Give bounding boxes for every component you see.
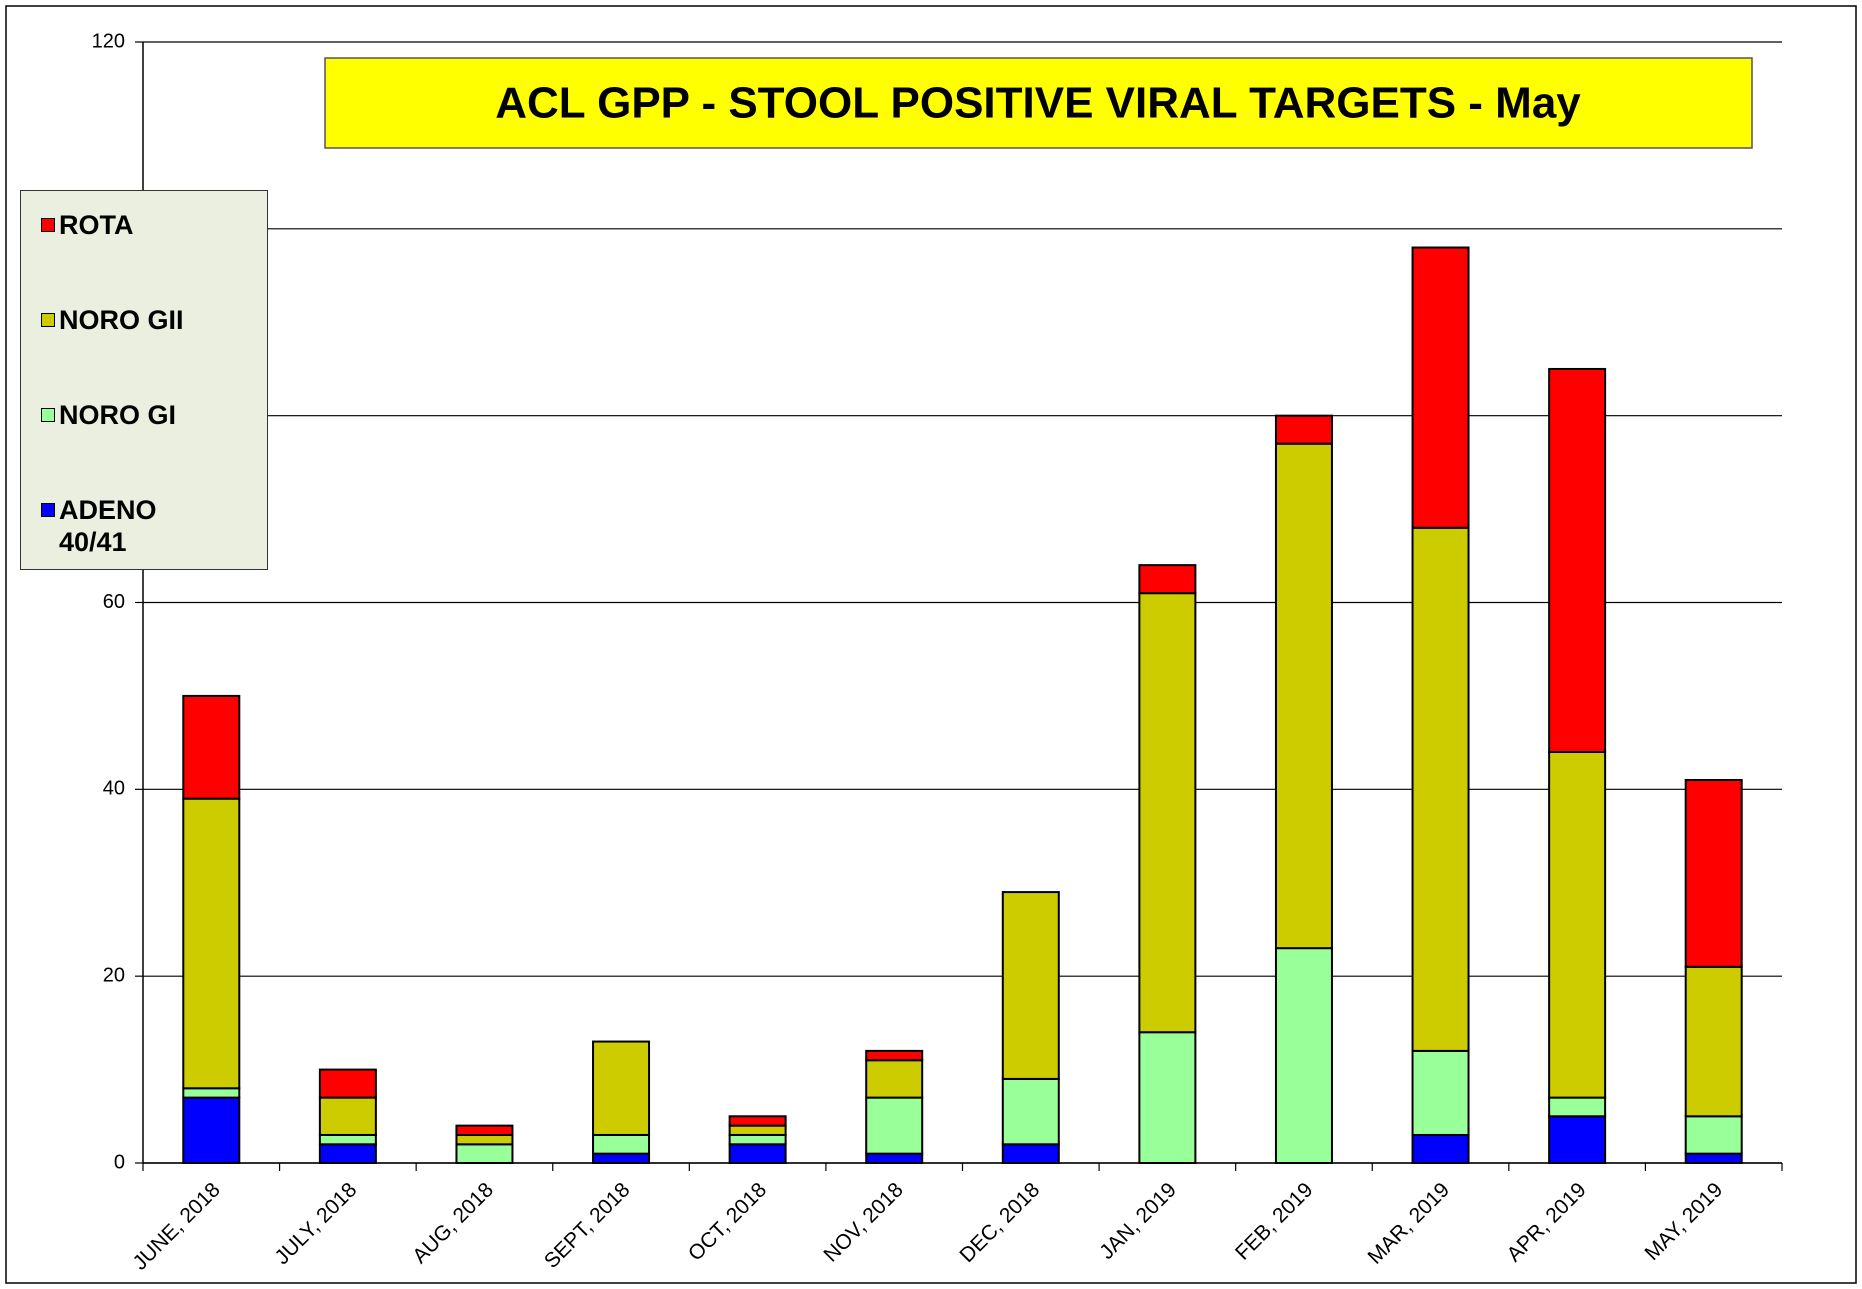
- bar-segment: [1001, 891, 1060, 1080]
- legend-swatch: [41, 218, 55, 232]
- frame: [5, 5, 1857, 1284]
- bar-segment: [728, 1133, 787, 1146]
- bar-segment: [1548, 1115, 1607, 1164]
- bar-segment: [865, 1059, 924, 1099]
- bar-segment: [1138, 592, 1197, 1034]
- bar-segment: [1684, 965, 1743, 1118]
- legend-label: ROTA: [59, 210, 134, 240]
- bar-segment: [182, 1096, 241, 1164]
- y-tick-label: 60: [103, 591, 125, 613]
- bar-segment: [455, 1124, 514, 1136]
- bar-segment: [455, 1143, 514, 1164]
- legend-swatch: [41, 503, 55, 517]
- legend-label: ADENO 40/41: [59, 495, 157, 557]
- y-tick-label: 120: [92, 30, 125, 52]
- bar-segment: [182, 694, 241, 800]
- legend-swatch: [41, 408, 55, 422]
- legend-entry: NORO GI: [41, 399, 219, 494]
- bar-segment: [1001, 1143, 1060, 1164]
- y-tick-label: 40: [103, 778, 125, 800]
- x-tick-label: OCT, 2018: [684, 1178, 771, 1265]
- x-tick-label: FEB, 2019: [1231, 1178, 1317, 1264]
- bar-segment: [592, 1133, 651, 1155]
- x-tick-label: AUG, 2018: [408, 1178, 498, 1268]
- bar-segment: [728, 1124, 787, 1136]
- bar-segment: [592, 1152, 651, 1164]
- bar-segment: [1411, 1049, 1470, 1136]
- bar-segment: [182, 797, 241, 1090]
- bar-segment: [1274, 442, 1333, 950]
- bar-segment: [182, 1087, 241, 1099]
- chart-title: ACL GPP - STOOL POSITIVE VIRAL TARGETS -…: [495, 79, 1581, 128]
- bar-segment: [318, 1133, 377, 1146]
- x-tick-label: JAN, 2019: [1095, 1178, 1181, 1264]
- bar-segment: [318, 1096, 377, 1136]
- bar-segment: [1274, 414, 1333, 445]
- bar-segment: [728, 1115, 787, 1127]
- bar-segment: [1411, 526, 1470, 1052]
- bar-segment: [1411, 1133, 1470, 1164]
- bar-segment: [592, 1040, 651, 1136]
- bar-segment: [1684, 1115, 1743, 1155]
- y-tick-label: 20: [103, 964, 125, 986]
- legend: ROTA NORO GII NORO GI ADENO 40/41: [20, 190, 268, 570]
- bar-segment: [1684, 778, 1743, 968]
- bar-segment: [1001, 1077, 1060, 1146]
- bar-segment: [865, 1049, 924, 1062]
- x-tick-label: JULY, 2018: [271, 1178, 362, 1269]
- bar-segment: [1548, 367, 1607, 753]
- x-tick-label: MAR, 2019: [1364, 1178, 1455, 1269]
- legend-entry: ADENO 40/41: [41, 494, 219, 589]
- title-box: [324, 57, 1753, 149]
- bar-segment: [1138, 564, 1197, 595]
- bar-segment: [1411, 246, 1470, 529]
- bar-segment: [865, 1096, 924, 1155]
- bar-segment: [1684, 1152, 1743, 1164]
- x-tick-label: DEC, 2018: [955, 1178, 1044, 1267]
- bar-segment: [1138, 1031, 1197, 1165]
- x-tick-label: SEPT, 2018: [540, 1178, 635, 1273]
- bar-segment: [318, 1068, 377, 1099]
- x-tick-label: JUNE, 2018: [128, 1178, 224, 1274]
- bar-segment: [318, 1143, 377, 1164]
- legend-label: NORO GII: [59, 305, 184, 335]
- y-tick-label: 0: [114, 1151, 125, 1173]
- bar-segment: [1548, 750, 1607, 1099]
- legend-label: NORO GI: [59, 400, 177, 430]
- bar-segment: [865, 1152, 924, 1164]
- x-tick-label: MAY, 2019: [1641, 1178, 1728, 1265]
- bar-segment: [728, 1143, 787, 1164]
- legend-swatch: [41, 313, 55, 327]
- legend-entry: ROTA: [41, 209, 219, 304]
- bar-segment: [455, 1133, 514, 1146]
- legend-entry: NORO GII: [41, 304, 219, 399]
- bar-segment: [1274, 947, 1333, 1164]
- bar-segment: [1548, 1096, 1607, 1118]
- x-tick-label: APR, 2019: [1503, 1178, 1591, 1266]
- x-tick-label: NOV, 2018: [819, 1178, 907, 1266]
